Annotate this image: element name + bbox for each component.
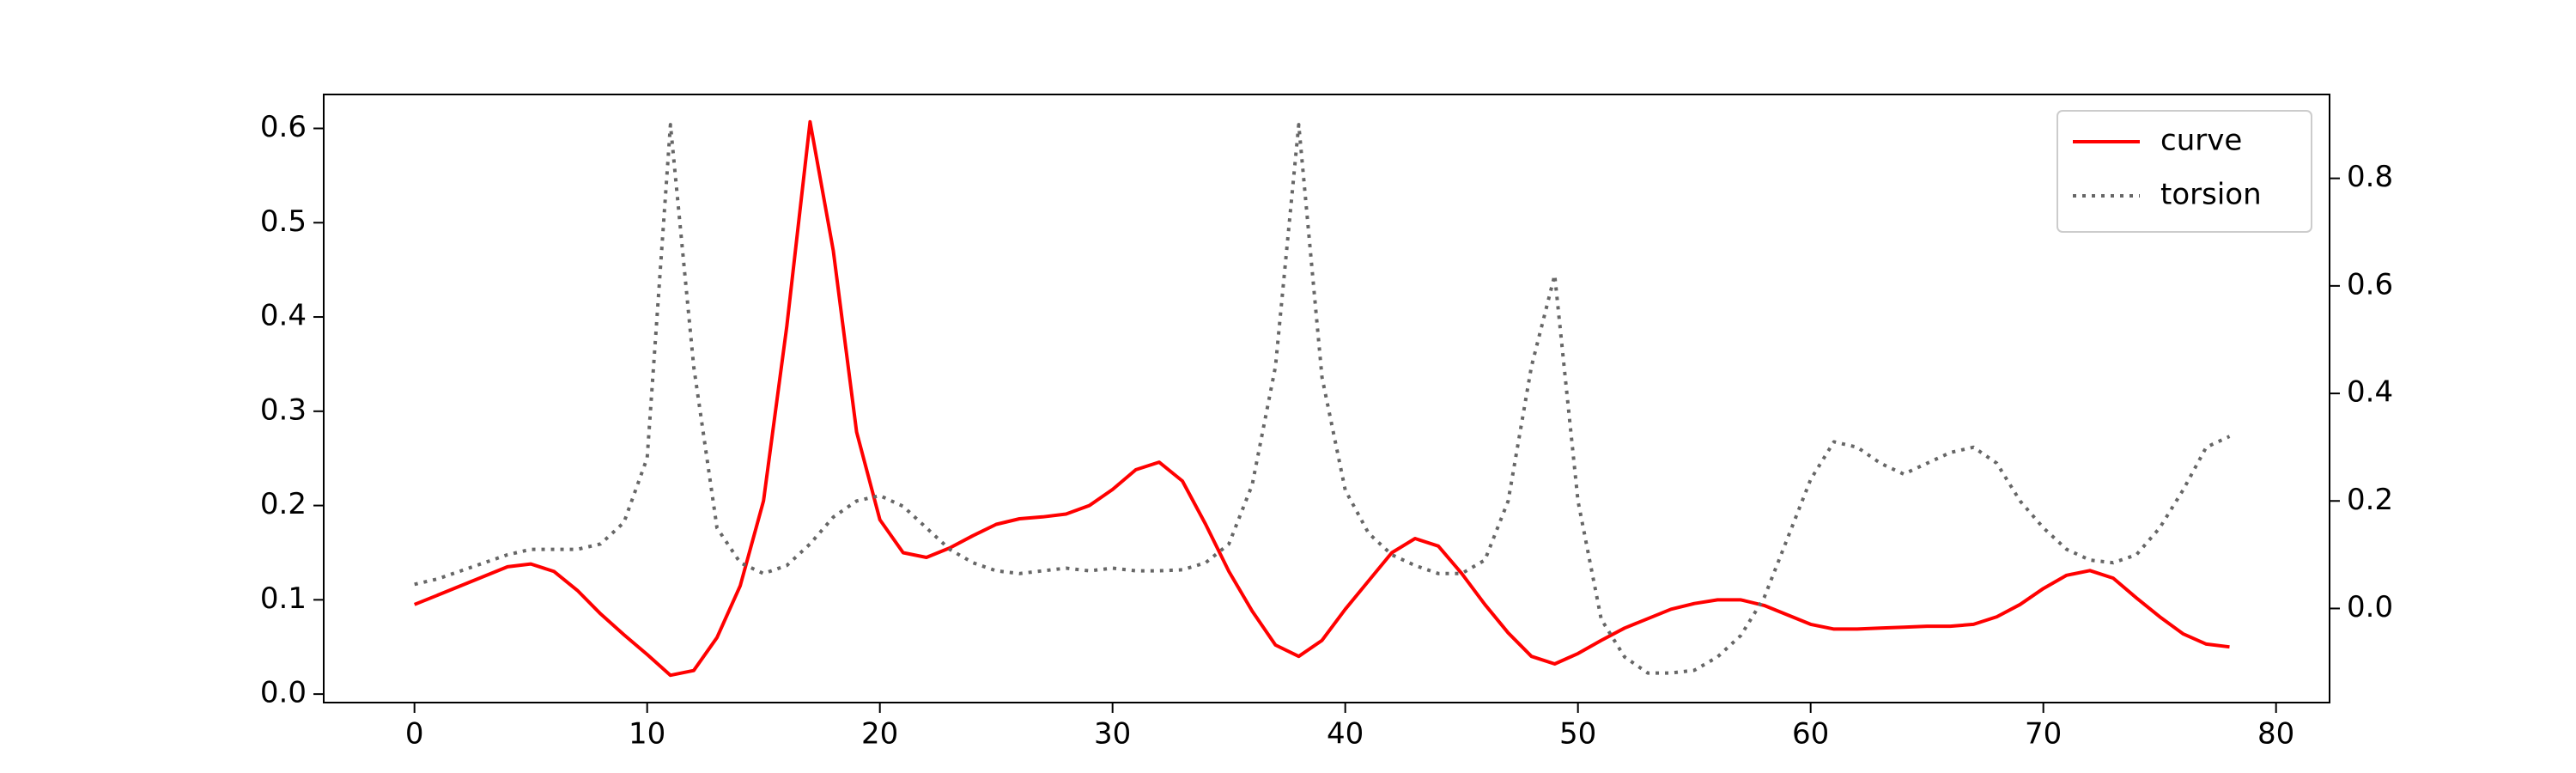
- legend: curve torsion: [2057, 110, 2312, 233]
- y-tick-label: 0.2: [260, 487, 307, 521]
- y-tick-label: 0.3: [260, 393, 307, 427]
- x-tick-label: 10: [629, 717, 665, 752]
- y-tick-label: 0.5: [260, 204, 307, 239]
- y2-tick-label: 0.2: [2347, 483, 2393, 517]
- x-tick-label: 20: [861, 717, 898, 752]
- y-tick-label: 0.6: [260, 110, 307, 144]
- series-line: [413, 119, 2230, 678]
- x-tick-label: 50: [1559, 717, 1596, 752]
- x-tick-label: 0: [405, 717, 424, 752]
- y2-tick-label: 0.0: [2347, 590, 2393, 624]
- series-line: [414, 123, 2231, 675]
- legend-label: torsion: [2160, 178, 2262, 212]
- plot-frame: [323, 94, 2330, 703]
- x-tick-label: 60: [1792, 717, 1829, 752]
- x-tick-label: 30: [1094, 717, 1131, 752]
- y-tick-label: 0.1: [260, 581, 307, 616]
- y-tick-label: 0.0: [260, 676, 307, 710]
- legend-label: curve: [2160, 124, 2242, 158]
- y-tick-label: 0.4: [260, 299, 307, 333]
- x-tick-label: 80: [2257, 717, 2294, 752]
- y2-tick-label: 0.6: [2347, 267, 2393, 301]
- y2-tick-label: 0.4: [2347, 375, 2393, 410]
- y2-tick-label: 0.8: [2347, 160, 2393, 194]
- x-tick-label: 40: [1327, 717, 1364, 752]
- x-tick-label: 70: [2025, 717, 2062, 752]
